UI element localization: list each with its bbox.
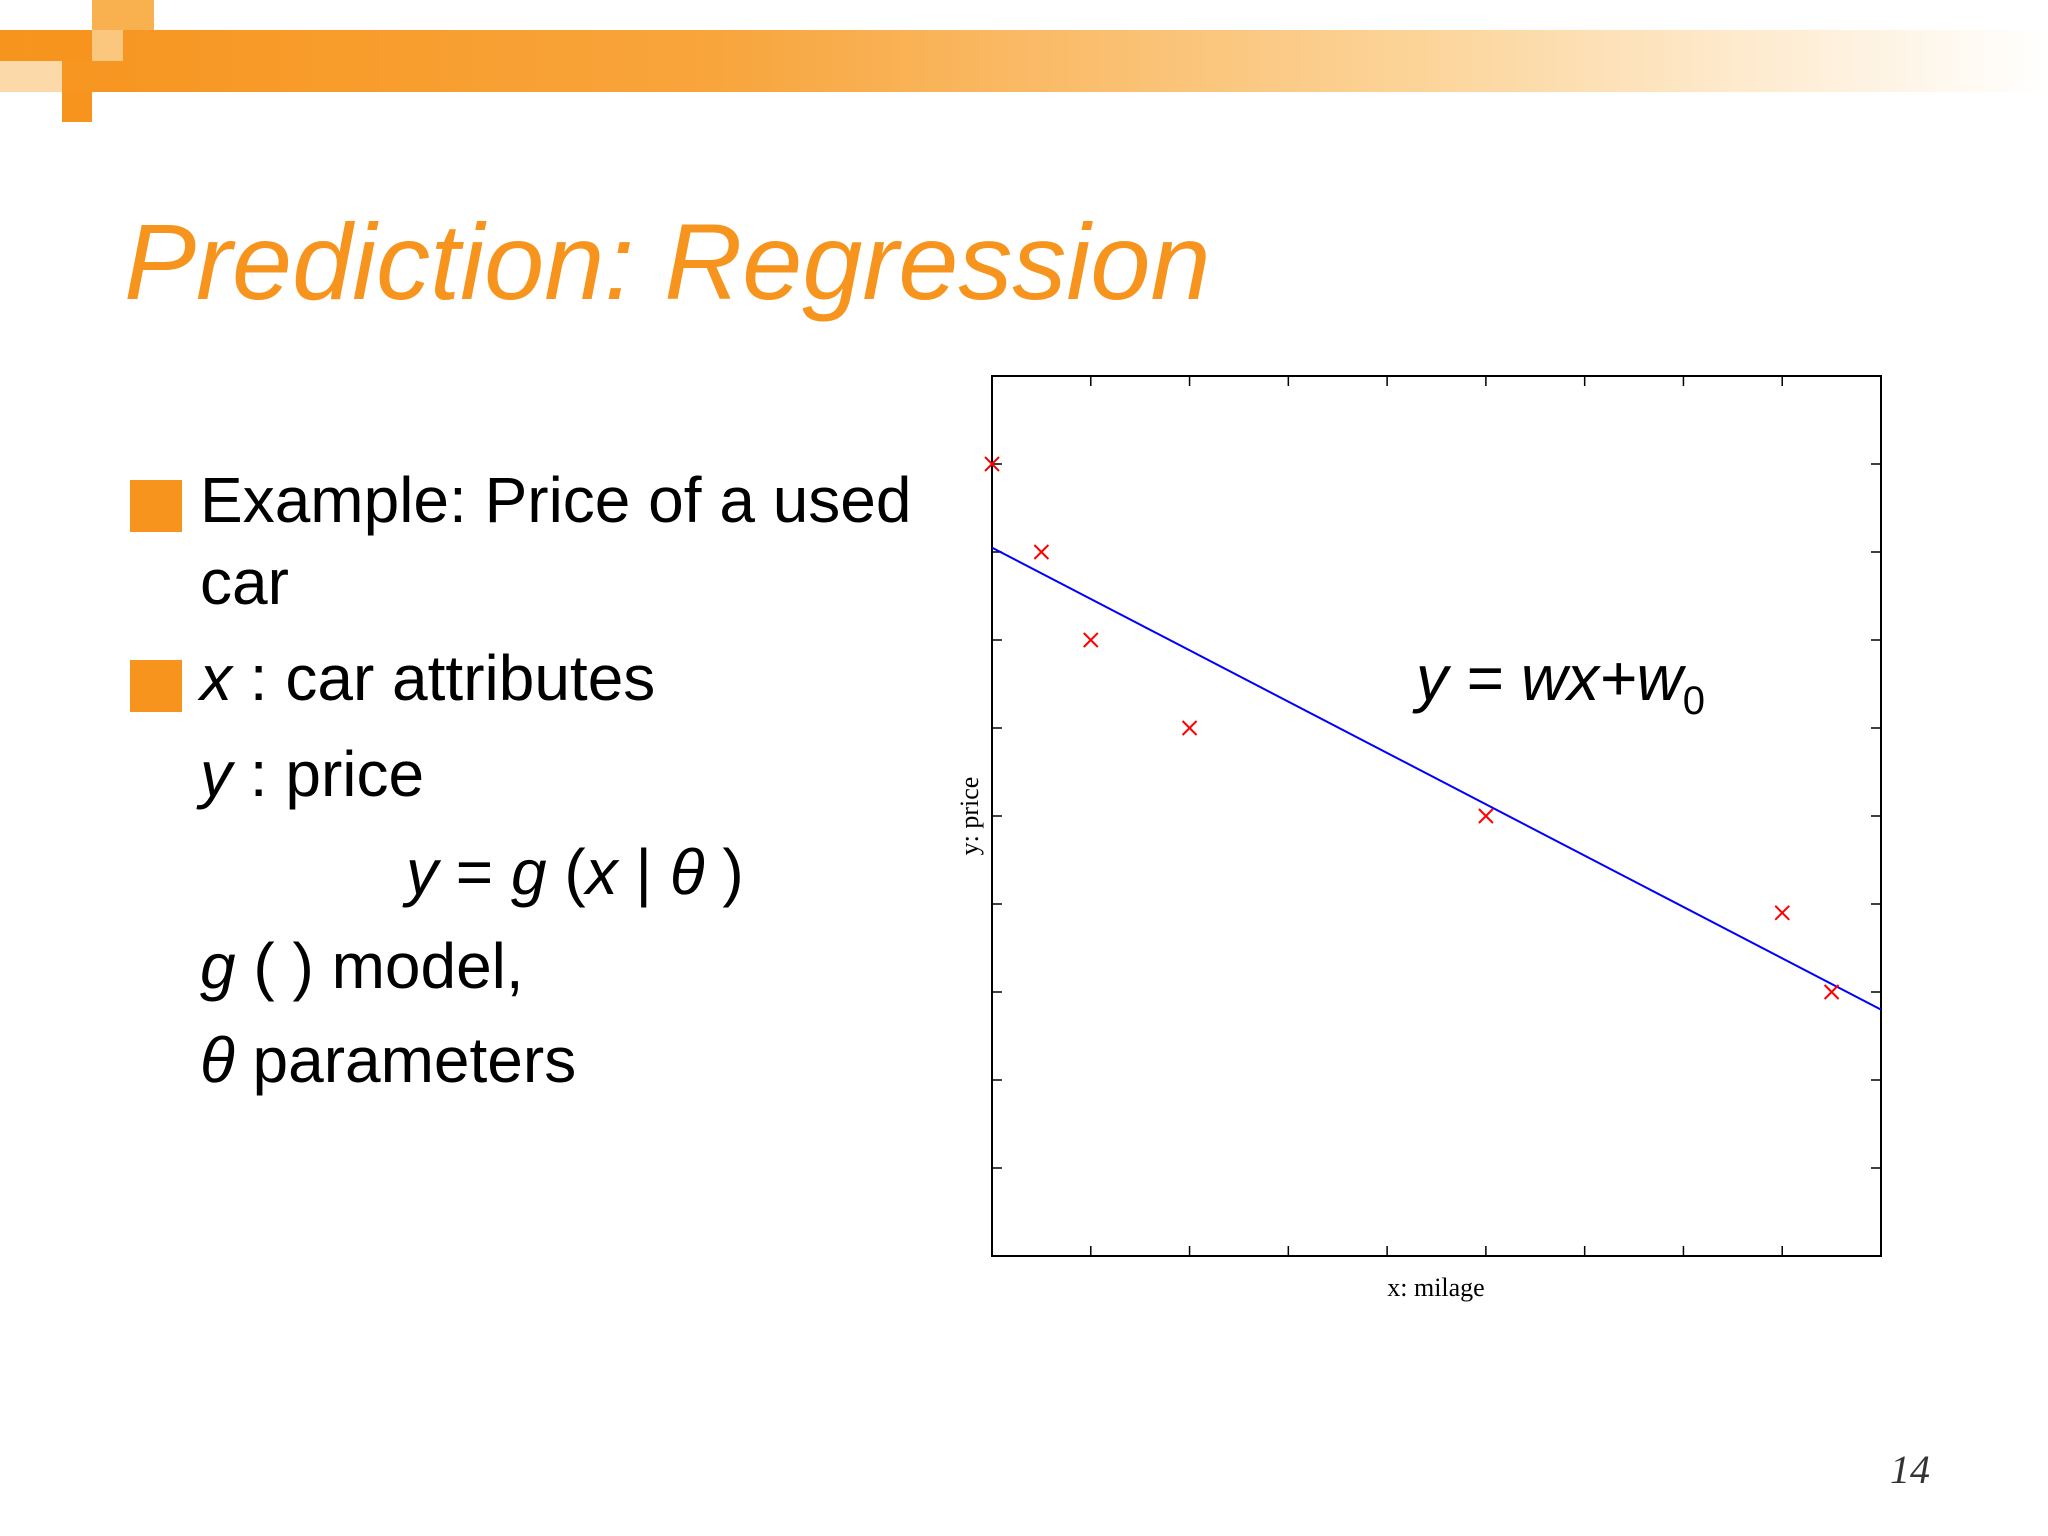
formula-close: ) — [704, 836, 744, 908]
header-bar — [0, 30, 2048, 92]
equation-main: y = wx+w — [1416, 642, 1683, 714]
model-formula: y = g (x | θ ) — [406, 832, 744, 912]
logo-square-top — [92, 0, 154, 30]
x-axis-label: x: milage — [1387, 1273, 1484, 1302]
var-x: x — [200, 642, 232, 714]
formula-g: g — [510, 836, 547, 908]
logo-square-low-left — [0, 61, 62, 92]
model-g: g — [200, 930, 236, 1002]
formula-open: ( — [546, 836, 586, 908]
formula-theta: θ — [669, 836, 705, 908]
equation-subscript: 0 — [1682, 679, 1705, 723]
data-point — [1033, 544, 1050, 560]
slide-title: Prediction: Regression — [124, 201, 1211, 322]
var-y: y — [200, 738, 232, 810]
line-parameters: θ parameters — [200, 1020, 576, 1100]
bullet-icon — [130, 480, 182, 532]
logo-square-mid-left — [30, 30, 92, 61]
data-point — [1478, 808, 1494, 824]
data-point — [1181, 720, 1198, 736]
formula-y: y — [406, 836, 438, 908]
plot-frame — [991, 375, 1882, 1257]
data-point — [1823, 984, 1840, 1000]
model-description: ( ) model, — [235, 930, 524, 1002]
formula-x: x — [585, 836, 618, 908]
bullet-example-line1: Example: Price of a used — [200, 464, 912, 536]
params-theta: θ — [200, 1024, 235, 1096]
logo-square-bottom — [62, 92, 92, 122]
data-points — [984, 456, 1840, 1000]
bullet-example-line2: car — [200, 546, 289, 618]
bullet-icon — [130, 660, 182, 712]
regression-equation: y = wx+w0 — [1416, 638, 1705, 721]
data-point — [1083, 632, 1099, 648]
bullet-x-attributes: x : car attributes — [200, 638, 655, 718]
x-description: : car attributes — [232, 642, 656, 714]
regression-line — [991, 546, 1882, 1011]
logo-square-mid-right — [92, 30, 123, 61]
data-point — [1774, 905, 1790, 921]
axis-ticks — [992, 376, 1881, 1256]
formula-bar: | — [617, 836, 670, 908]
page-number: 14 — [1890, 1447, 1930, 1492]
line-y-price: y : price — [200, 734, 424, 814]
y-axis-label: y: price — [955, 777, 984, 856]
formula-equals: = — [438, 836, 511, 908]
y-description: : price — [232, 738, 425, 810]
params-description: parameters — [234, 1024, 577, 1096]
line-model: g ( ) model, — [200, 926, 524, 1006]
data-point — [984, 456, 1000, 472]
